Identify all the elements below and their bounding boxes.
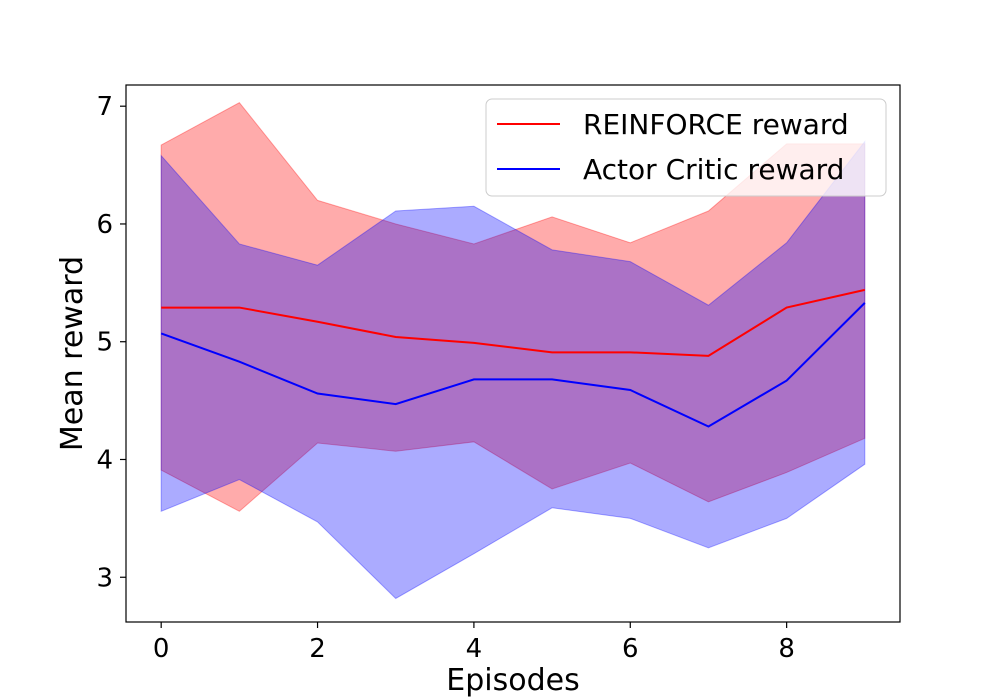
y-tick-label: 6 [96, 210, 113, 240]
legend: REINFORCE reward Actor Critic reward [485, 98, 887, 197]
y-tick-label: 4 [96, 445, 113, 475]
series-lines [160, 288, 866, 428]
x-axis-label: Episodes [446, 663, 579, 698]
legend-label-0: REINFORCE reward [583, 108, 849, 141]
plot-frame [125, 84, 901, 623]
band-series-0 [160, 102, 866, 512]
x-tick-label: 0 [153, 634, 170, 664]
line-series-0 [161, 288, 866, 357]
confidence-bands [160, 102, 866, 600]
y-axis-label: Mean reward [55, 256, 90, 451]
y-tick-label: 3 [96, 563, 113, 593]
y-axis: 3 4 5 6 7 [96, 92, 126, 593]
x-tick-label: 8 [778, 634, 795, 664]
legend-box [485, 98, 887, 197]
band-series-1 [160, 140, 866, 600]
x-tick-label: 2 [309, 634, 326, 664]
y-tick-label: 7 [96, 92, 113, 122]
y-tick-label: 5 [96, 328, 113, 358]
line-series-1 [160, 302, 866, 428]
x-tick-label: 4 [466, 634, 483, 664]
x-axis: 0 2 4 6 8 [153, 622, 795, 664]
x-tick-label: 6 [622, 634, 639, 664]
legend-label-1: Actor Critic reward [583, 153, 844, 186]
